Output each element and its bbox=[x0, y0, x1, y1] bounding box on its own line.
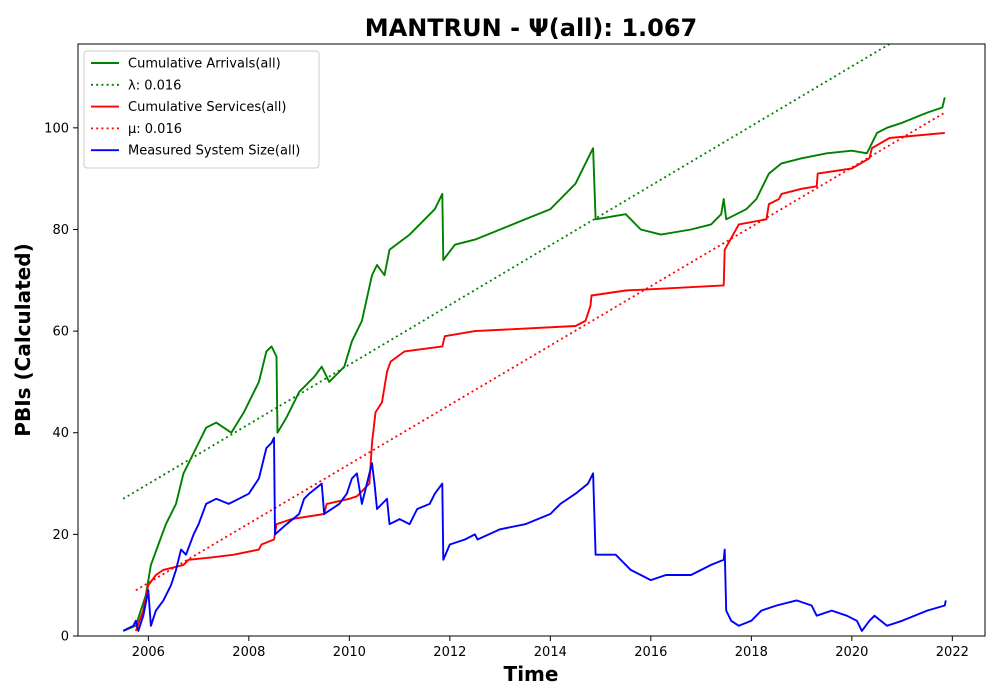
legend-label-3: μ: 0.016 bbox=[128, 122, 182, 137]
x-tick-label: 2018 bbox=[735, 645, 768, 660]
legend-label-2: Cumulative Services(all) bbox=[128, 100, 286, 115]
series-line-4 bbox=[122, 436, 947, 632]
x-tick-label: 2006 bbox=[132, 645, 165, 660]
x-tick-label: 2014 bbox=[534, 645, 567, 660]
plot-frame bbox=[77, 43, 986, 637]
series-line-0 bbox=[122, 97, 946, 632]
legend-label-1: λ: 0.016 bbox=[128, 78, 181, 93]
x-axis-label: Time bbox=[504, 662, 559, 686]
legend: Cumulative Arrivals(all) λ: 0.016 Cumulati… bbox=[83, 50, 320, 169]
y-tick-label: 40 bbox=[52, 426, 69, 441]
legend-label-0: Cumulative Arrivals(all) bbox=[128, 57, 281, 72]
legend-box bbox=[83, 50, 320, 169]
y-tick-label: 60 bbox=[52, 325, 69, 340]
x-tick-label: 2022 bbox=[936, 645, 969, 660]
x-tick-label: 2008 bbox=[232, 645, 265, 660]
x-tick-label: 2012 bbox=[433, 645, 466, 660]
y-tick-label: 20 bbox=[52, 528, 69, 543]
axes: 2006 2008 2010 2012 2014 2016 2018 2020 2022 0 20 4… bbox=[44, 43, 986, 660]
x-tick-label: 2020 bbox=[835, 645, 868, 660]
x-tick-label: 2010 bbox=[333, 645, 366, 660]
x-tick-label: 2016 bbox=[634, 645, 667, 660]
y-tick-label: 100 bbox=[44, 121, 69, 136]
series-line-3 bbox=[135, 111, 946, 592]
series-line-2 bbox=[134, 131, 945, 632]
chart-title: MANTRUN - Ψ(all): 1.067 bbox=[365, 14, 697, 42]
y-tick-label: 0 bbox=[61, 630, 69, 645]
plot-area bbox=[122, 44, 947, 632]
legend-label-4: Measured System Size(all) bbox=[128, 144, 300, 159]
y-tick-label: 80 bbox=[52, 223, 69, 238]
y-axis-label: PBIs (Calculated) bbox=[11, 243, 35, 436]
